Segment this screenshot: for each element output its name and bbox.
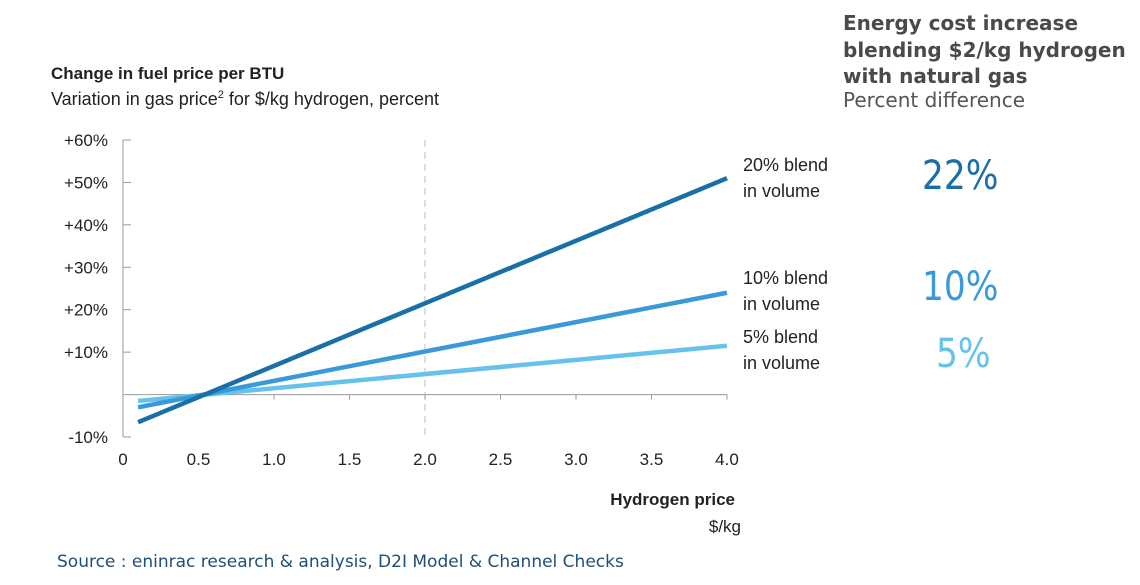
chart-labels: Hydrogen price $/kg 20% blend in volume 10% … bbox=[610, 155, 828, 536]
x-tick-label: 4.0 bbox=[715, 450, 739, 469]
series-label: in volume bbox=[743, 353, 820, 373]
series-label: 10% blend bbox=[743, 268, 828, 288]
x-axis-unit: $/kg bbox=[709, 517, 741, 536]
series-label: in volume bbox=[743, 181, 820, 201]
x-tick-label: 2.0 bbox=[413, 450, 437, 469]
y-tick-label: -10% bbox=[68, 428, 108, 447]
x-axis-title: Hydrogen price bbox=[610, 490, 735, 509]
chart-title: Change in fuel price per BTU bbox=[51, 64, 285, 83]
side-panel-subtitle: Percent difference bbox=[843, 88, 1026, 112]
chart-ticks: +60% +50% +40% +30% +20% +10% -10% 0 0.5 1.0 1.5 2.… bbox=[64, 131, 739, 469]
subtitle-text-end: for $/kg hydrogen, percent bbox=[223, 89, 440, 109]
subtitle-footnote: 2 bbox=[217, 89, 224, 101]
percent-value-10-blend: 10% bbox=[922, 264, 999, 310]
series-label: 5% blend bbox=[743, 327, 818, 347]
series-line bbox=[137, 343, 728, 404]
series-line bbox=[137, 290, 728, 410]
y-tick-label: +60% bbox=[64, 131, 108, 150]
side-title-line: Energy cost increase bbox=[843, 11, 1079, 35]
y-tick-label: +40% bbox=[64, 216, 108, 235]
y-tick-label: +10% bbox=[64, 343, 108, 362]
y-tick-label: +30% bbox=[64, 258, 108, 277]
source-note: Source : eninrac research & analysis, D2… bbox=[57, 552, 624, 572]
y-tick-label: +50% bbox=[64, 173, 108, 192]
percent-value-5-blend: 5% bbox=[936, 331, 991, 377]
x-tick-label: 0.5 bbox=[187, 450, 211, 469]
side-title-line: blending $2/kg hydrogen bbox=[843, 37, 1126, 62]
x-tick-label: 3.5 bbox=[640, 450, 664, 469]
x-tick-label: 0 bbox=[118, 450, 127, 469]
y-tick-label: +20% bbox=[64, 301, 108, 320]
chart-series bbox=[137, 176, 728, 425]
subtitle-text: Variation in gas price bbox=[51, 89, 218, 109]
x-tick-label: 3.0 bbox=[564, 450, 588, 469]
side-panel-title: Energy cost increase blending $2/kg hydr… bbox=[843, 10, 1133, 90]
series-line bbox=[137, 176, 728, 425]
series-label: 20% blend bbox=[743, 155, 828, 175]
chart-subtitle: Variation in gas price2 for $/kg hydroge… bbox=[51, 89, 439, 110]
side-title-line: with natural gas bbox=[843, 64, 1028, 88]
series-label: in volume bbox=[743, 294, 820, 314]
x-tick-label: 2.5 bbox=[489, 450, 513, 469]
x-tick-label: 1.5 bbox=[338, 450, 362, 469]
x-tick-label: 1.0 bbox=[262, 450, 286, 469]
percent-value-20-blend: 22% bbox=[922, 153, 999, 199]
